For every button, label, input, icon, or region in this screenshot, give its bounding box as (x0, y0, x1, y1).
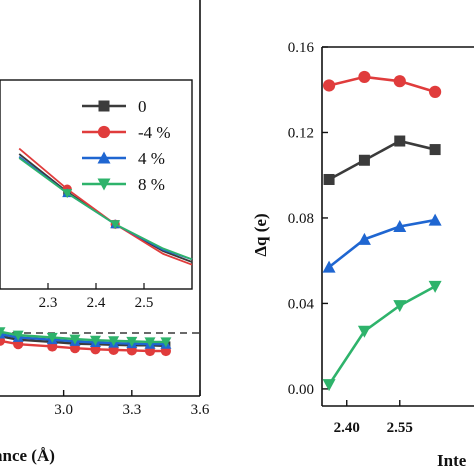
legend-label-8: 8 % (138, 175, 165, 194)
inset-point-8-1 (110, 220, 121, 230)
left-x-tick-label: 3.6 (191, 402, 210, 418)
left-x-ticks: 3.0 3.3 3.6 (54, 390, 210, 418)
data-point-8-5 (108, 336, 120, 347)
data-point-8-2 (46, 332, 58, 343)
data-point-0-1 (358, 154, 370, 166)
inset-x-ticks: 2.3 2.4 2.5 (39, 283, 154, 311)
legend-marker-0 (98, 100, 110, 112)
legend-label-0: 0 (138, 97, 147, 116)
right-series-group (322, 70, 442, 392)
data-point-4-2 (393, 220, 407, 232)
data-point-4-0 (322, 79, 336, 92)
inset-x-tick-label: 2.5 (135, 295, 154, 311)
data-point-0-0 (323, 173, 335, 185)
data-point-8-1 (357, 325, 371, 338)
data-point-8-8 (160, 337, 172, 348)
right-y-axis-label: Δq (e) (251, 213, 270, 256)
right-y-tick-label: 0.08 (288, 211, 314, 227)
right-y-tick-label: 0.00 (288, 382, 314, 398)
right-x-tick-label: 2.40 (334, 420, 360, 436)
data-point-4-3 (428, 213, 442, 226)
right-x-tick-label: 2.55 (387, 420, 413, 436)
inset-x-tick-label: 2.3 (39, 295, 58, 311)
inset-x-tick-label: 2.4 (87, 295, 106, 311)
data-point-8-3 (69, 334, 81, 345)
data-point-4-0 (322, 260, 336, 273)
left-panel: 3.0 3.3 3.6 ance (Å) 2.3 2.4 2.5 0 -4 % 4 % 8 % (0, 0, 210, 465)
right-y-tick-label: 0.16 (288, 40, 315, 56)
legend-label-4: -4 % (138, 123, 171, 142)
right-y-ticks: 0.00 0.04 0.08 0.12 0.16 (288, 40, 328, 398)
inset-point-8-0 (62, 189, 73, 199)
data-point-8-2 (393, 300, 407, 313)
legend-marker-4 (97, 151, 111, 164)
right-y-tick-label: 0.12 (288, 125, 314, 141)
inset-series-group (18, 147, 193, 266)
legend: 0 -4 % 4 % 8 % (82, 97, 171, 194)
series-line-8 (327, 285, 436, 386)
data-point-8-7 (144, 337, 156, 348)
right-x-axis-label: Inte (437, 451, 467, 470)
series-line-4 (328, 218, 436, 269)
data-point-8-0 (322, 379, 336, 392)
data-point-8-3 (428, 280, 442, 293)
legend-marker-4 (97, 125, 111, 139)
legend-marker-8 (97, 178, 111, 191)
data-point-4-1 (358, 70, 371, 84)
data-point-8-6 (126, 336, 138, 347)
series-line-0 (328, 139, 436, 181)
series-line-4 (328, 75, 436, 94)
lower-series-group (0, 327, 172, 357)
left-x-axis-label: ance (Å) (0, 446, 55, 465)
right-x-ticks: 2.40 2.55 (334, 400, 413, 436)
data-point-4-1 (357, 232, 371, 245)
left-x-tick-label: 3.0 (54, 402, 73, 418)
data-point-4-2 (393, 75, 406, 88)
left-x-tick-label: 3.3 (122, 402, 141, 418)
data-point-4-3 (429, 85, 442, 98)
data-point-0-3 (429, 144, 441, 156)
right-y-tick-label: 0.04 (288, 296, 315, 312)
right-panel: 0.00 0.04 0.08 0.12 0.16 2.40 2.55 Δq (e) Int… (251, 40, 474, 470)
legend-label-4: 4 % (138, 149, 165, 168)
data-point-8-4 (89, 335, 101, 346)
data-point-8-0 (0, 327, 6, 338)
data-point-0-2 (394, 135, 406, 147)
data-point-8-1 (12, 330, 24, 341)
